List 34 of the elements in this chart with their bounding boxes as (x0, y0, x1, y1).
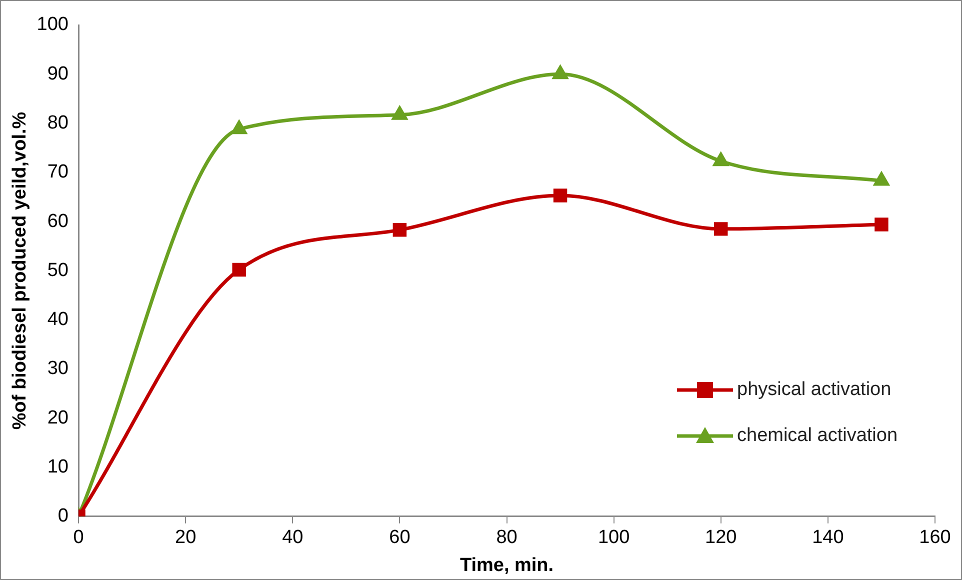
point (391, 105, 408, 120)
y-tick-label: 70 (47, 162, 68, 183)
y-tick-label: 40 (47, 309, 68, 330)
y-tick-label: 90 (47, 63, 68, 84)
x-tick-label: 60 (389, 527, 410, 548)
y-tick-label: 60 (47, 210, 68, 232)
point (714, 222, 728, 236)
point (232, 262, 246, 277)
x-tick-label: 160 (919, 527, 951, 548)
y-tick-label: 30 (47, 358, 68, 380)
y-tick-label: 100 (36, 14, 68, 36)
y-tick-label: 10 (47, 456, 68, 478)
x-tick-label: 40 (282, 527, 304, 548)
point (712, 152, 730, 166)
x-axis-title: Time, min. (460, 554, 554, 576)
point (553, 188, 568, 202)
y-tick-label: 0 (58, 506, 68, 527)
point (874, 218, 888, 232)
point (392, 223, 407, 237)
y-tick-label: 20 (47, 407, 68, 428)
point (873, 171, 890, 186)
legend-label: chemical activation (737, 425, 898, 447)
x-tick-label: 140 (812, 527, 844, 548)
legend-label: physical activation (737, 379, 892, 401)
x-tick-label: 80 (496, 527, 518, 548)
y-tick-label: 80 (47, 112, 68, 134)
point (230, 120, 248, 134)
x-tick-label: 0 (73, 527, 84, 548)
y-tick-label: 50 (47, 260, 68, 281)
x-tick-label: 120 (705, 527, 737, 548)
point (552, 64, 569, 80)
y-axis-title: %of biodiesel produced yeild,vol.% (10, 112, 31, 430)
x-tick-label: 100 (598, 527, 630, 548)
x-tick-label: 20 (174, 527, 196, 548)
